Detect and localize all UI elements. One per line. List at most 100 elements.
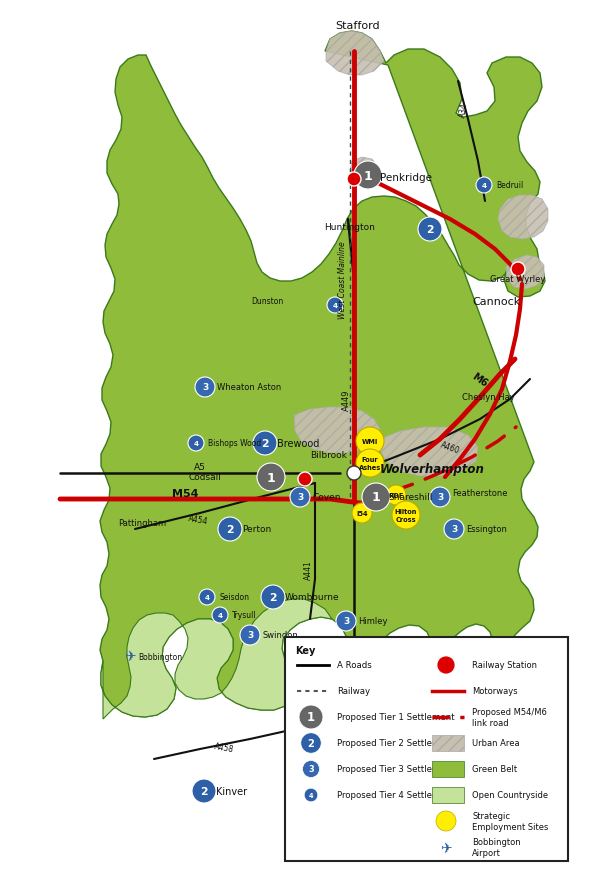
Text: 1: 1: [372, 491, 380, 504]
Circle shape: [356, 450, 384, 477]
Circle shape: [347, 467, 361, 481]
Bar: [432, 735, 464, 751]
Text: Proposed M54/M6
link road: Proposed M54/M6 link road: [472, 708, 547, 727]
Text: Four
Ashes: Four Ashes: [359, 457, 381, 470]
Circle shape: [436, 811, 456, 831]
Circle shape: [418, 217, 442, 242]
Text: Seisdon: Seisdon: [219, 593, 249, 602]
Circle shape: [218, 517, 242, 541]
Circle shape: [298, 473, 312, 487]
Circle shape: [437, 656, 455, 674]
Text: Bobbington: Bobbington: [138, 652, 182, 662]
Text: Open Countryside: Open Countryside: [472, 790, 548, 800]
Circle shape: [240, 625, 260, 645]
Text: 2: 2: [261, 438, 269, 448]
Text: 2: 2: [269, 592, 277, 602]
Text: 1: 1: [364, 169, 372, 182]
Text: Railway Station: Railway Station: [472, 660, 537, 670]
Text: Motorways: Motorways: [472, 687, 518, 695]
Circle shape: [386, 486, 406, 505]
Text: Proposed Tier 3 Settlement: Proposed Tier 3 Settlement: [337, 765, 455, 774]
Text: Bishops Wood: Bishops Wood: [208, 439, 261, 448]
Text: Shareshill: Shareshill: [388, 493, 433, 502]
Text: 4: 4: [481, 182, 487, 189]
Text: Codsall: Codsall: [188, 473, 221, 482]
Circle shape: [302, 760, 320, 778]
Text: Green Belt: Green Belt: [472, 765, 517, 774]
Text: 4: 4: [218, 612, 223, 618]
Text: Bilbrook: Bilbrook: [310, 451, 347, 460]
Circle shape: [327, 297, 343, 314]
Text: Cannock: Cannock: [472, 296, 520, 307]
Text: A441: A441: [303, 560, 312, 579]
Circle shape: [195, 378, 215, 397]
Circle shape: [392, 502, 420, 530]
Circle shape: [336, 611, 356, 631]
Text: 3: 3: [308, 765, 314, 774]
Text: Bedruil: Bedruil: [496, 182, 523, 190]
Text: Pattingham: Pattingham: [118, 519, 166, 528]
Text: Himley: Himley: [358, 617, 387, 626]
Text: Kinver: Kinver: [216, 786, 247, 796]
Text: 4: 4: [193, 440, 199, 446]
Polygon shape: [350, 158, 378, 182]
Polygon shape: [326, 32, 384, 76]
Text: I54: I54: [356, 510, 368, 517]
Circle shape: [347, 173, 361, 187]
Text: A454: A454: [187, 513, 209, 525]
Polygon shape: [498, 196, 548, 239]
Text: A449: A449: [342, 389, 350, 410]
Text: Key: Key: [295, 645, 315, 655]
Text: Hilton
Cross: Hilton Cross: [395, 509, 417, 522]
Text: 2: 2: [226, 524, 234, 534]
Text: West Coast Mainline: West Coast Mainline: [337, 241, 346, 318]
Text: Brewood: Brewood: [277, 438, 320, 448]
Circle shape: [188, 436, 204, 452]
Text: A458: A458: [214, 741, 234, 753]
Circle shape: [476, 178, 492, 194]
Text: Featherstone: Featherstone: [452, 489, 508, 498]
Text: Trysull: Trysull: [232, 610, 256, 620]
Circle shape: [511, 263, 525, 276]
Text: 3: 3: [451, 525, 457, 534]
Text: Wheaton Aston: Wheaton Aston: [217, 383, 281, 392]
Text: 4: 4: [333, 303, 337, 309]
Bar: [432, 787, 464, 803]
Text: Dunston: Dunston: [250, 297, 283, 306]
Text: Bobbington
Airport: Bobbington Airport: [472, 838, 521, 857]
Text: 1: 1: [307, 710, 315, 724]
Text: 2: 2: [426, 225, 434, 235]
Text: Coven: Coven: [312, 493, 340, 502]
Text: ROF: ROF: [389, 493, 403, 498]
Circle shape: [352, 503, 372, 524]
Circle shape: [430, 488, 450, 508]
Text: 3: 3: [202, 383, 208, 392]
Text: Penkridge: Penkridge: [380, 173, 432, 182]
Text: Essington: Essington: [466, 525, 507, 534]
Text: Proposed Tier 1 Settlement: Proposed Tier 1 Settlement: [337, 713, 455, 722]
Text: 3: 3: [343, 617, 349, 626]
Bar: [285, 638, 568, 861]
Text: 2: 2: [200, 786, 208, 796]
Text: Proposed Tier 4 Settlement: Proposed Tier 4 Settlement: [337, 790, 455, 800]
Text: 3: 3: [437, 493, 443, 502]
Text: Wolverhampton: Wolverhampton: [380, 463, 484, 476]
Circle shape: [444, 519, 464, 539]
Polygon shape: [101, 599, 332, 719]
Circle shape: [290, 488, 310, 508]
Circle shape: [257, 463, 285, 491]
Text: Wombourne: Wombourne: [285, 593, 340, 602]
Text: Great Wyrley: Great Wyrley: [490, 275, 546, 284]
Text: A Roads: A Roads: [337, 660, 372, 670]
Text: 4: 4: [309, 792, 314, 798]
Text: 3: 3: [247, 631, 253, 639]
Text: 4: 4: [205, 595, 209, 601]
Text: 2: 2: [308, 738, 314, 748]
Text: ✈: ✈: [440, 840, 452, 854]
Text: A460: A460: [439, 440, 461, 455]
Text: Dudley: Dudley: [418, 682, 458, 692]
Circle shape: [212, 607, 228, 624]
Text: A449: A449: [343, 738, 352, 759]
Circle shape: [192, 779, 216, 803]
Text: WMI: WMI: [362, 438, 378, 445]
